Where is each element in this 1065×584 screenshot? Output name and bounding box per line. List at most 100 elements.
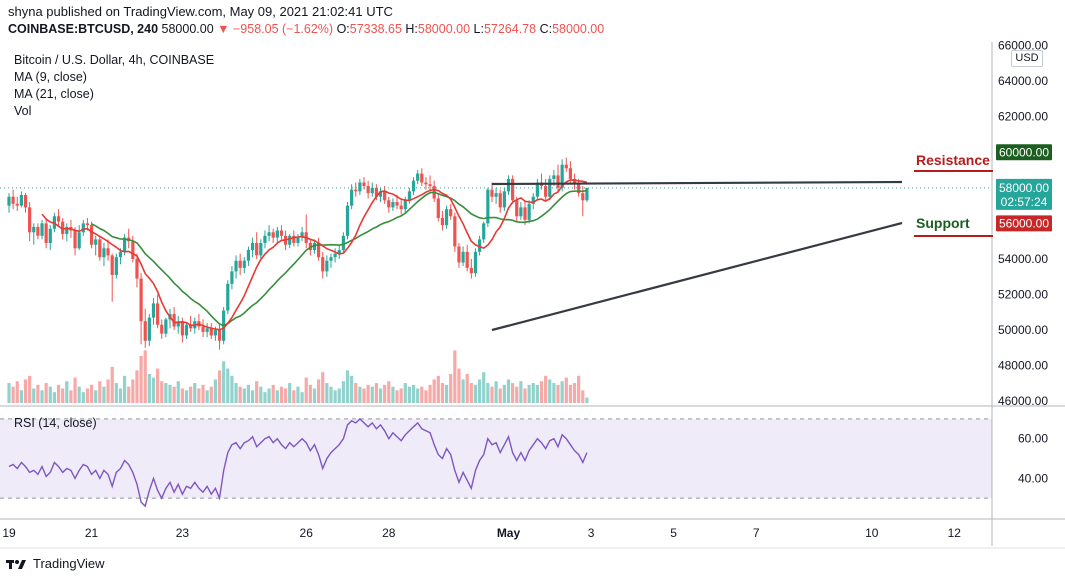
volume-bar <box>449 374 453 403</box>
volume-bar <box>292 390 296 403</box>
price-tick-label: 54000.00 <box>998 252 1048 266</box>
volume-bar <box>585 397 589 403</box>
candle-body <box>259 242 263 256</box>
volume-bar <box>193 383 197 403</box>
volume-bar <box>263 392 267 403</box>
volume-bar <box>531 383 535 403</box>
open-label: O: <box>336 22 350 36</box>
candle-body <box>279 230 284 236</box>
candle-body <box>560 164 564 188</box>
rsi-legend[interactable]: RSI (14, close) <box>14 416 97 430</box>
published-line: shyna published on TradingView.com, May … <box>8 4 393 19</box>
candle-body <box>189 324 193 329</box>
price-tick-label: 50000.00 <box>998 323 1048 337</box>
volume-bar <box>399 388 403 403</box>
price-tick-label: 46000.00 <box>998 394 1048 408</box>
volume-bar <box>465 374 469 403</box>
volume-bar <box>180 388 184 403</box>
rsi-band <box>0 418 992 499</box>
volume-bar <box>94 390 98 403</box>
price-change: −958.05 (−1.62%) <box>233 22 334 36</box>
candle-body <box>317 242 321 258</box>
candle-body <box>411 180 416 192</box>
current-price-tag-bg <box>996 178 1052 210</box>
legend-ma21[interactable]: MA (21, close) <box>14 87 94 101</box>
volume-bar <box>511 383 515 403</box>
candle-body <box>151 303 156 318</box>
volume-bar <box>325 383 329 403</box>
candle-body <box>28 207 32 233</box>
volume-bar <box>44 383 48 403</box>
candle-body <box>271 232 275 238</box>
volume-bar <box>370 386 374 403</box>
candle-body <box>263 235 267 243</box>
volume-bar <box>205 390 209 403</box>
volume-bar <box>279 386 284 403</box>
candle-body <box>143 321 147 341</box>
volume-bar <box>36 384 40 403</box>
candle-body <box>519 207 523 217</box>
volume-bar <box>250 390 255 403</box>
candle-body <box>585 187 589 201</box>
candle-body <box>482 223 486 240</box>
volume-bar <box>345 370 350 403</box>
last-price: 58000.00 <box>161 22 214 36</box>
candle-body <box>564 164 568 169</box>
legend-title[interactable]: Bitcoin / U.S. Dollar, 4h, COINBASE <box>14 53 215 67</box>
support-price-tag-bg <box>996 215 1052 232</box>
volume-bar <box>65 381 69 403</box>
candle-body <box>358 182 362 192</box>
volume-bar <box>321 372 325 403</box>
volume-bar <box>164 383 168 403</box>
volume-bar <box>482 372 486 403</box>
candle-body <box>73 230 77 249</box>
volume-bar <box>77 386 81 403</box>
volume-bar <box>118 388 123 403</box>
support-price-tag: 56000.00 <box>999 216 1049 230</box>
volume-bar <box>127 386 131 403</box>
candle-body <box>506 178 511 192</box>
volume-bar <box>40 390 44 403</box>
volume-bar <box>411 384 416 403</box>
candle-body <box>548 178 552 197</box>
volume-bar <box>89 384 94 403</box>
volume-bar <box>337 388 341 403</box>
candle-body <box>147 317 151 341</box>
volume-bar <box>473 384 478 403</box>
legend-vol[interactable]: Vol <box>14 104 32 118</box>
candle-body <box>333 253 337 258</box>
candle-body <box>164 319 168 334</box>
price-tick-label: 52000.00 <box>998 288 1048 302</box>
volume-bar <box>432 379 436 403</box>
candle-body <box>230 271 234 284</box>
volume-bar <box>267 388 271 403</box>
currency-button[interactable]: USD <box>1011 50 1043 67</box>
candle-body <box>61 221 65 235</box>
candle-body <box>366 186 370 194</box>
candle-body <box>444 209 449 226</box>
legend-ma9[interactable]: MA (9, close) <box>14 70 87 84</box>
symbol[interactable]: COINBASE:BTCUSD, 240 <box>8 22 159 36</box>
volume-bar <box>168 384 172 403</box>
rsi-line <box>8 417 588 508</box>
tradingview-logo[interactable]: TradingView <box>6 556 105 571</box>
volume-bar <box>416 388 420 403</box>
candle-body <box>23 194 28 208</box>
candle-body <box>292 235 296 243</box>
volume-bar <box>527 384 531 403</box>
volume-bar <box>189 386 193 403</box>
time-tick-label: 23 <box>176 526 190 540</box>
candle-body <box>156 303 160 325</box>
tradingview-logo-icon <box>6 559 26 569</box>
candle-body <box>473 251 478 274</box>
volume-bar <box>556 384 560 403</box>
volume-bar <box>350 375 354 403</box>
candle-body <box>300 232 304 238</box>
candle-body <box>350 189 354 206</box>
volume-bar <box>73 377 77 403</box>
volume-bar <box>317 379 321 403</box>
volume-bar <box>246 384 251 403</box>
candle-body <box>556 175 560 188</box>
volume-bar <box>436 375 440 403</box>
